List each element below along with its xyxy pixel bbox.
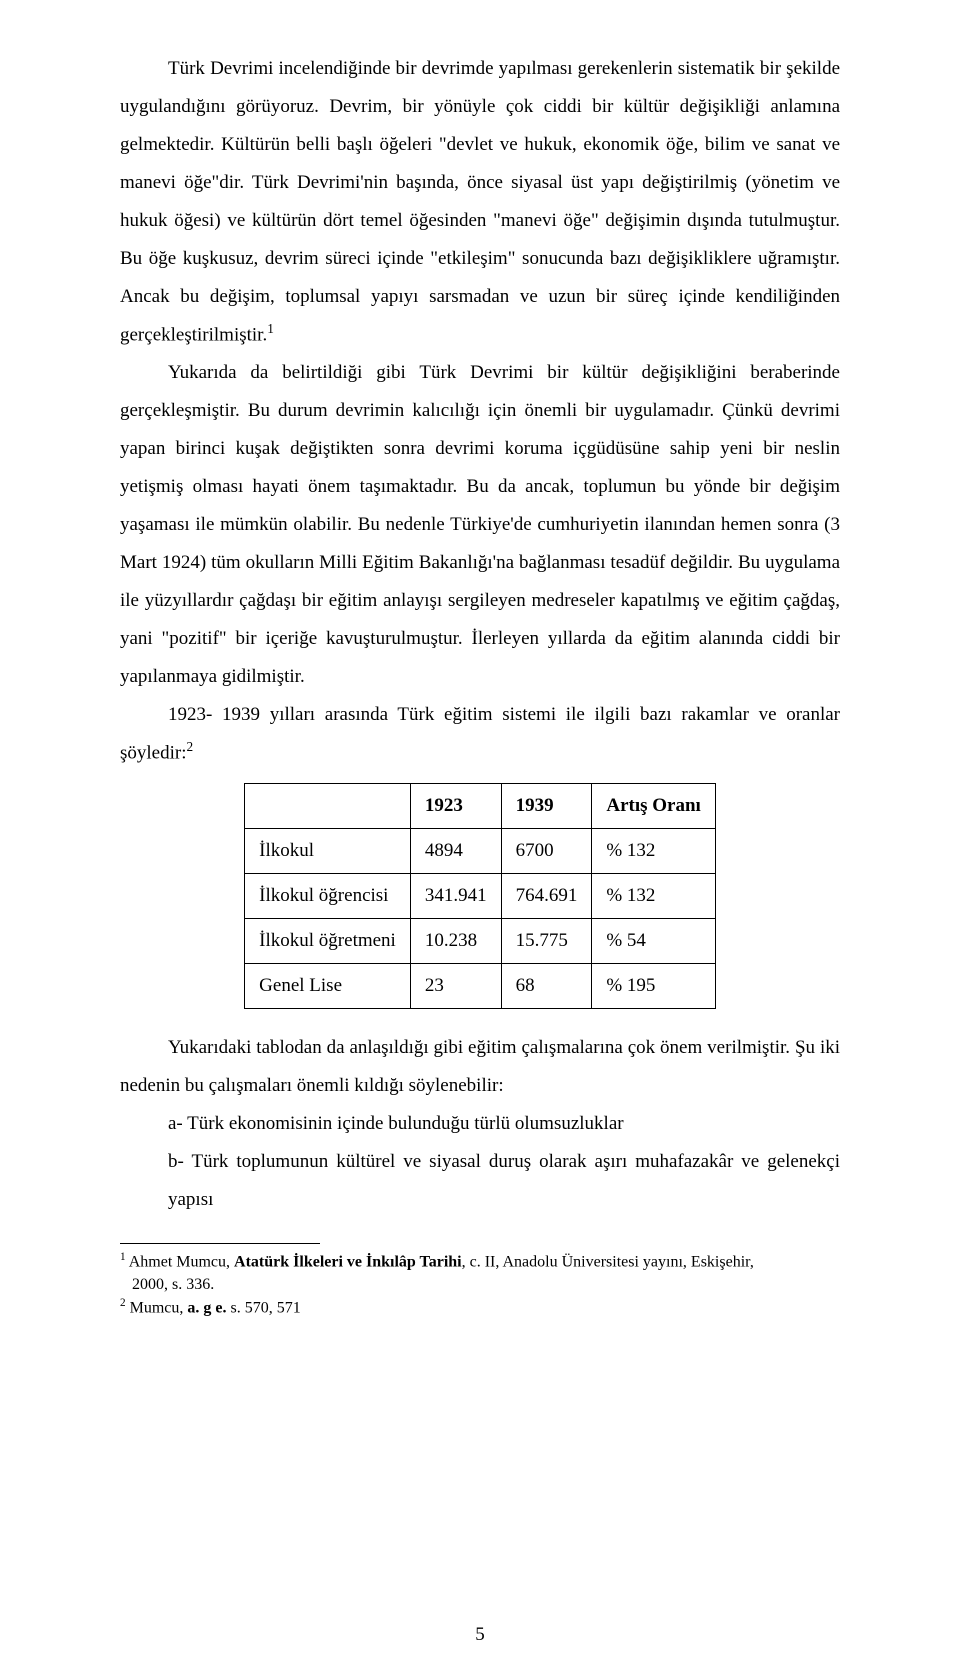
table-cell: İlkokul öğretmeni [245,918,411,963]
table-header-1923: 1923 [410,783,501,828]
education-table-wrap: 1923 1939 Artış Oranı İlkokul 4894 6700 … [120,783,840,1009]
table-cell: İlkokul öğrencisi [245,873,411,918]
education-table: 1923 1939 Artış Oranı İlkokul 4894 6700 … [244,783,716,1009]
table-cell: % 132 [592,873,715,918]
table-cell: İlkokul [245,828,411,873]
paragraph-2: Yukarıda da belirtildiği gibi Türk Devri… [120,354,840,696]
footnote-1-a: Ahmet Mumcu, [126,1253,234,1270]
table-cell: 341.941 [410,873,501,918]
footnote-ref-2: 2 [187,739,194,754]
table-cell: % 54 [592,918,715,963]
footnote-1-b: Atatürk İlkeleri ve İnkılâp Tarihi [234,1253,462,1270]
footnote-2-c: s. 570, 571 [226,1300,300,1317]
table-cell: 10.238 [410,918,501,963]
table-cell: 23 [410,964,501,1009]
footnote-separator [120,1243,320,1244]
table-row: Genel Lise 23 68 % 195 [245,964,716,1009]
table-cell: 4894 [410,828,501,873]
table-row: İlkokul 4894 6700 % 132 [245,828,716,873]
paragraph-2-text: Yukarıda da belirtildiği gibi Türk Devri… [120,362,840,687]
footnote-1: 1 Ahmet Mumcu, Atatürk İlkeleri ve İnkıl… [120,1250,840,1296]
paragraph-1-text: Türk Devrimi incelendiğinde bir devrimde… [120,58,840,345]
list-item-a: a- Türk ekonomisinin içinde bulunduğu tü… [120,1105,840,1143]
table-cell: % 195 [592,964,715,1009]
table-cell: 15.775 [501,918,592,963]
table-header-rate: Artış Oranı [592,783,715,828]
table-cell: 764.691 [501,873,592,918]
footnote-ref-1: 1 [267,321,274,336]
table-cell: % 132 [592,828,715,873]
document-page: Türk Devrimi incelendiğinde bir devrimde… [0,0,960,1670]
table-header-1939: 1939 [501,783,592,828]
paragraph-4-text: Yukarıdaki tablodan da anlaşıldığı gibi … [120,1037,840,1096]
footnote-1-c: , c. II, Anadolu Üniversitesi yayını, Es… [462,1253,754,1270]
list-item-b: b- Türk toplumunun kültürel ve siyasal d… [120,1143,840,1219]
footnote-2-b: a. g e. [187,1300,226,1317]
table-row: İlkokul öğretmeni 10.238 15.775 % 54 [245,918,716,963]
table-row: İlkokul öğrencisi 341.941 764.691 % 132 [245,873,716,918]
table-header-row: 1923 1939 Artış Oranı [245,783,716,828]
paragraph-1: Türk Devrimi incelendiğinde bir devrimde… [120,50,840,354]
footnote-2-a: Mumcu, [126,1300,188,1317]
footnote-2: 2 Mumcu, a. g e. s. 570, 571 [120,1296,840,1320]
paragraph-3-text: 1923- 1939 yılları arasında Türk eğitim … [120,704,840,763]
table-cell: 6700 [501,828,592,873]
paragraph-4: Yukarıdaki tablodan da anlaşıldığı gibi … [120,1029,840,1105]
table-cell: Genel Lise [245,964,411,1009]
page-number: 5 [0,1624,960,1646]
table-header-blank [245,783,411,828]
paragraph-3: 1923- 1939 yılları arasında Türk eğitim … [120,696,840,772]
table-cell: 68 [501,964,592,1009]
footnote-1-line2: 2000, s. 336. [120,1274,840,1296]
